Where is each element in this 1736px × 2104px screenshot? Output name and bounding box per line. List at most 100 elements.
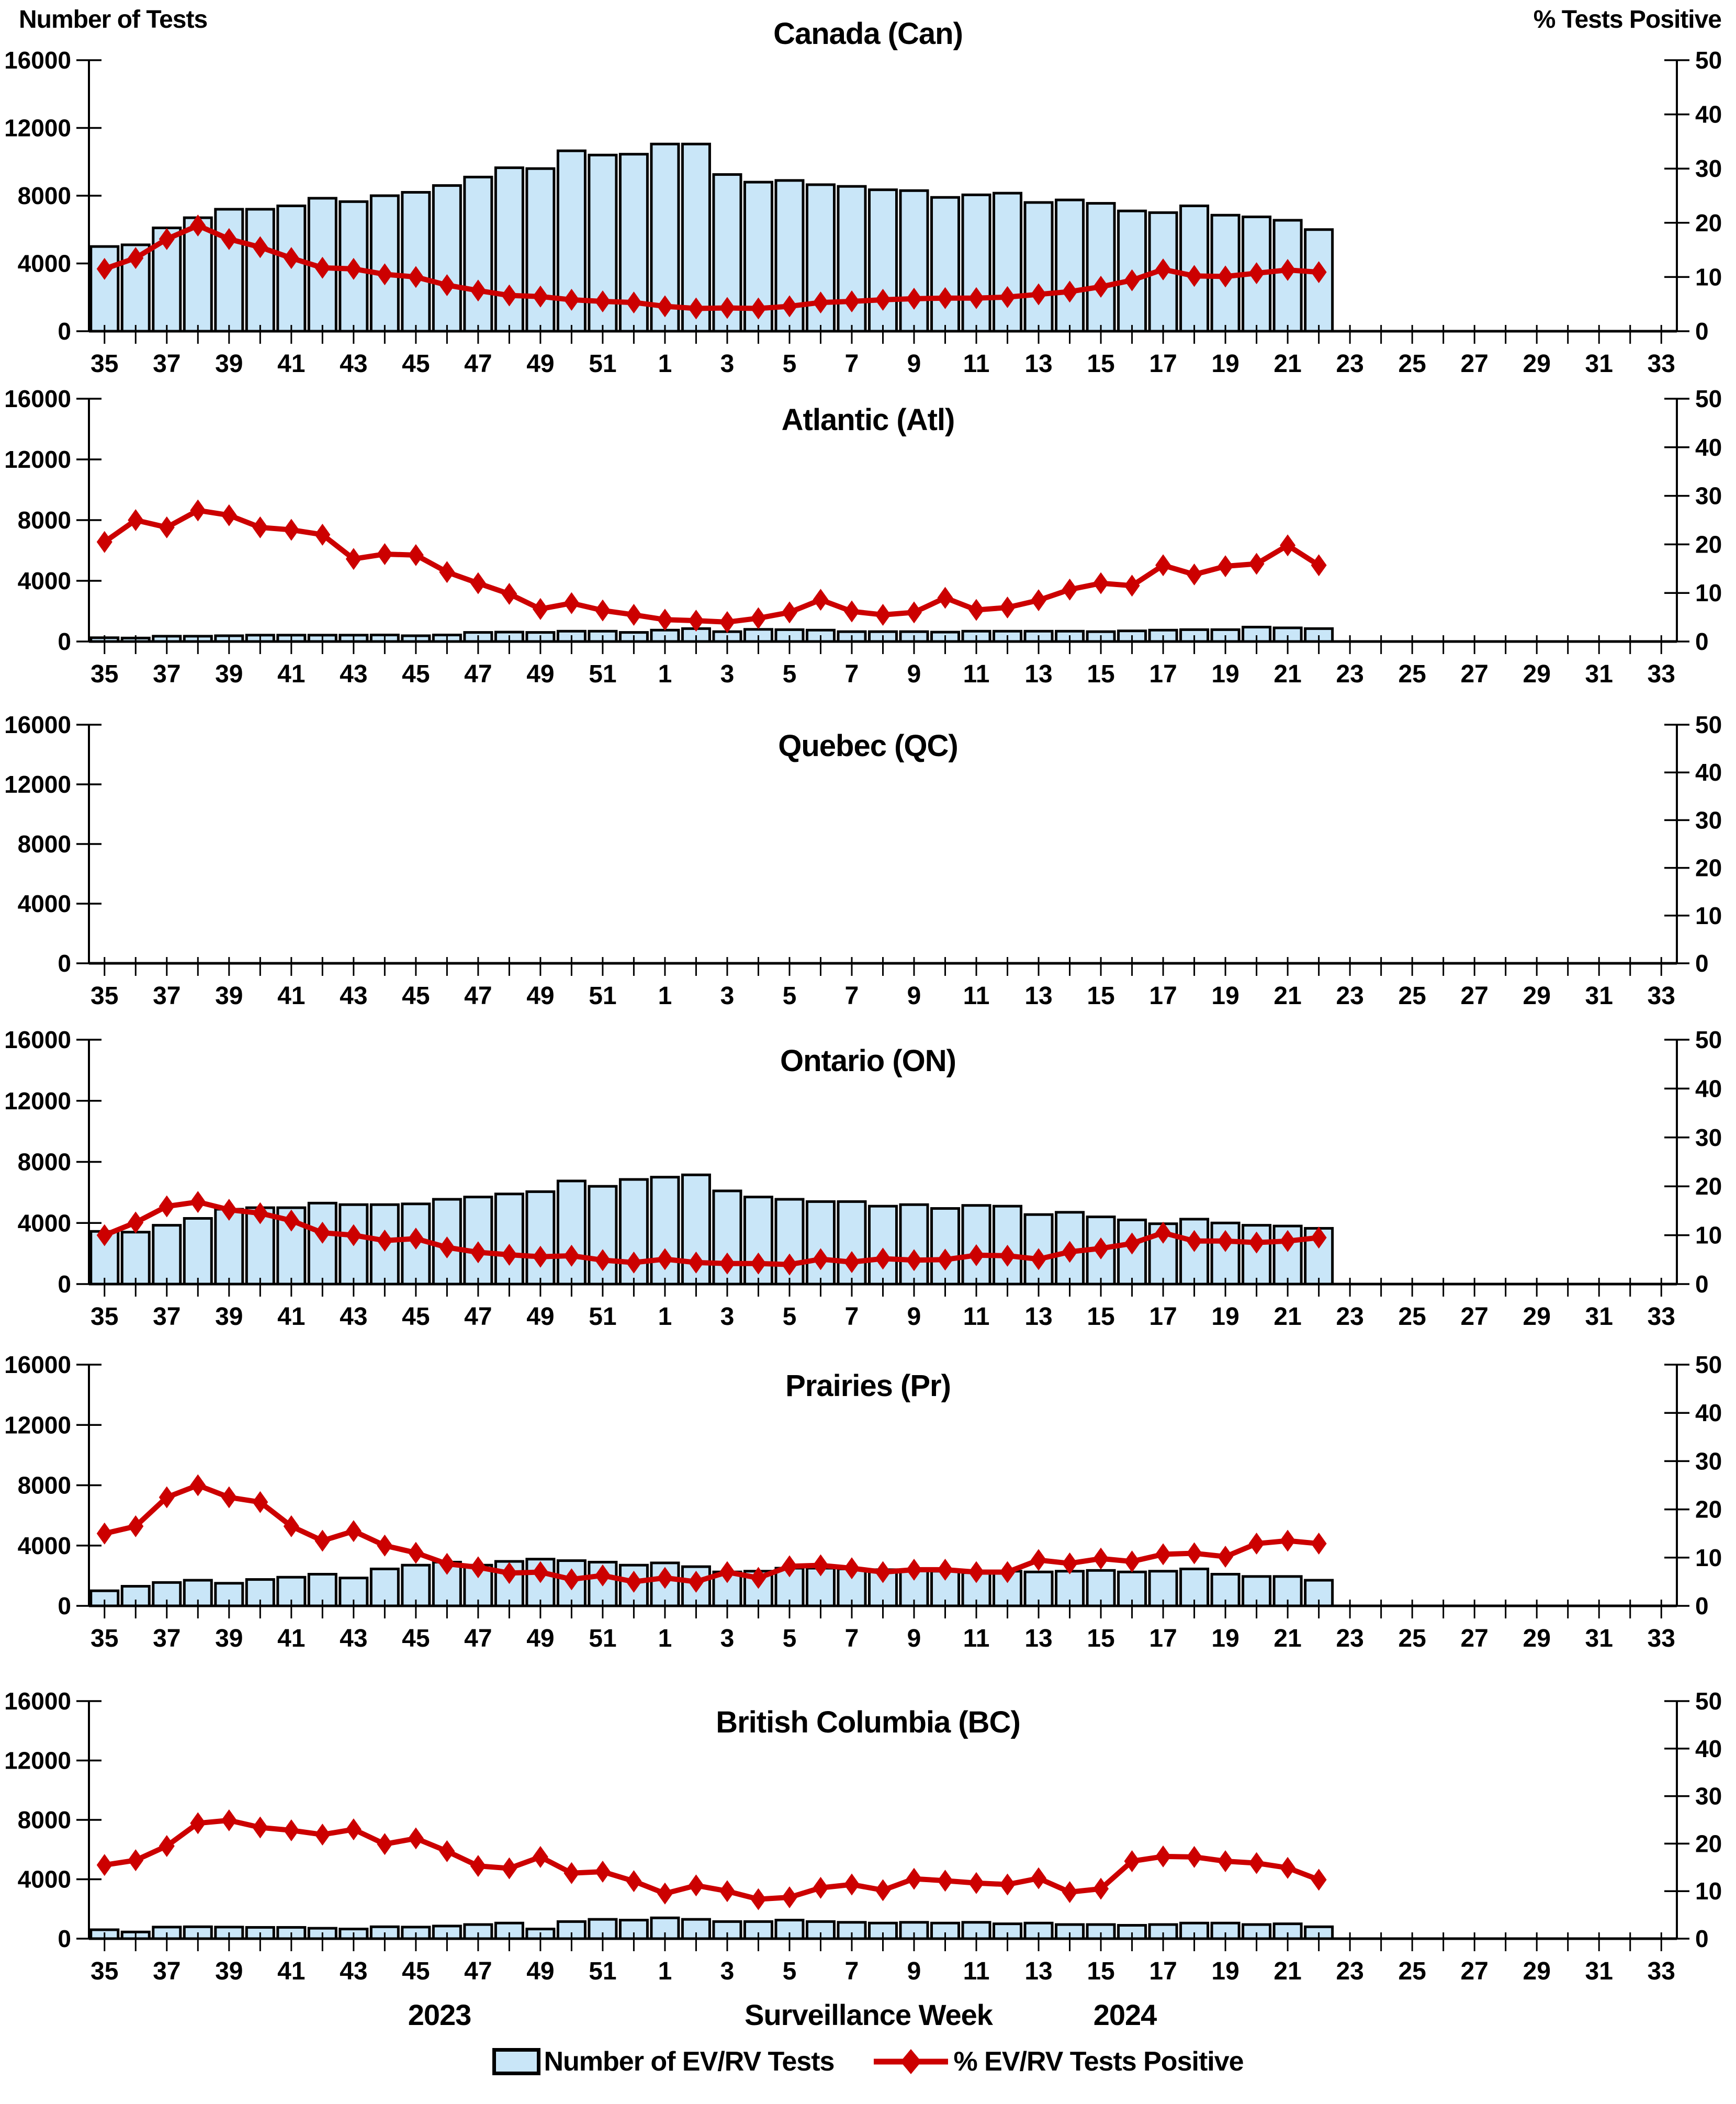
x-week-label: 39 [215,1625,243,1652]
pct-positive-marker [750,1252,766,1275]
pct-positive-marker [128,1211,144,1234]
pct-positive-marker [1093,1877,1109,1900]
pct-positive-marker [470,1855,486,1877]
x-week-label: 33 [1648,1957,1675,1985]
x-week-label: 7 [845,1303,859,1331]
x-week-label: 39 [215,660,243,688]
y-left-tick-label: 12000 [4,115,71,142]
pct-positive-marker [283,1819,299,1841]
panel-title-prairies: Prairies (Pr) [785,1369,951,1403]
pct-positive-marker [1186,1230,1202,1252]
y-right-tick-label: 50 [1695,711,1722,738]
pct-positive-marker [781,295,797,318]
y-right-tick-label: 40 [1695,759,1722,786]
pct-positive-marker [532,285,548,308]
x-week-label: 13 [1024,982,1052,1010]
pct-positive-marker [968,1872,985,1894]
pct-positive-marker [563,1244,580,1267]
pct-positive-marker [750,1567,766,1589]
y-right-tick-label: 30 [1695,1783,1722,1810]
x-week-label: 37 [153,350,181,378]
pct-positive-marker [594,1249,611,1272]
x-week-label: 19 [1211,1625,1239,1652]
pct-positive-marker [594,599,611,622]
pct-positive-marker [719,1880,735,1903]
pct-positive-marker [688,1874,704,1897]
y-left-tick-label: 12000 [4,446,71,473]
legend: Number of EV/RV Tests % EV/RV Tests Posi… [0,2045,1736,2078]
y-left-tick-label: 16000 [4,47,71,74]
legend-tests-label: Number of EV/RV Tests [544,2046,835,2077]
pct-positive-marker [1155,1845,1171,1867]
x-week-label: 3 [720,1957,735,1985]
x-week-label: 39 [215,982,243,1010]
x-week-label: 5 [783,660,797,688]
pct-positive-marker [875,603,891,626]
pct-positive-marker [875,1879,891,1902]
x-week-label: 27 [1460,660,1488,688]
x-week-label: 23 [1336,350,1363,378]
pct-positive-marker [190,214,206,237]
pct-positive-line [104,1482,1320,1584]
pct-positive-line [104,1817,1320,1902]
tests-bar [556,1179,587,1286]
x-week-label: 37 [153,660,181,688]
pct-positive-marker [657,1882,673,1905]
x-week-label: 31 [1585,1303,1613,1331]
pct-positive-marker [1218,555,1234,578]
pct-positive-marker [1093,1237,1109,1259]
pct-positive-marker [128,247,144,269]
pct-positive-marker [221,504,237,526]
pct-positive-marker [439,1840,455,1862]
x-week-label: 35 [91,350,118,378]
pct-positive-marker [1124,1550,1140,1573]
pct-positive-marker [345,548,362,570]
y-left-tick-label: 4000 [18,1866,71,1893]
pct-positive-marker [906,601,922,624]
pct-positive-marker [1124,1232,1140,1255]
pct-line-swatch [874,2049,949,2074]
tests-bar [120,1231,151,1286]
x-week-label: 39 [215,1303,243,1331]
x-week-label: 45 [402,982,430,1010]
y-left-tick-label: 8000 [18,507,71,534]
x-week-label: 29 [1523,1957,1551,1985]
pct-positive-marker [221,1809,237,1831]
pct-positive-marker [408,1542,424,1564]
x-week-label: 21 [1273,350,1301,378]
x-week-label: 41 [277,982,305,1010]
pct-positive-marker [563,288,580,311]
pct-positive-marker [843,1873,860,1896]
x-week-label: 7 [845,1625,859,1652]
pct-positive-marker [159,228,175,250]
panel-title-british-columbia: British Columbia (BC) [716,1705,1021,1739]
pct-positive-marker [1124,269,1140,291]
pct-positive-marker [314,1824,331,1846]
pct-positive-marker [750,297,766,320]
x-week-label: 27 [1460,1303,1488,1331]
x-week-label: 27 [1460,1957,1488,1985]
x-week-label: 13 [1024,1625,1052,1652]
pct-positive-marker [252,516,268,538]
y-right-tick-label: 0 [1695,1592,1709,1619]
pct-positive-marker [594,290,611,313]
y-right-tick-label: 40 [1695,1399,1722,1426]
y-left-tick-label: 0 [58,318,71,345]
x-week-label: 29 [1523,982,1551,1010]
pct-positive-marker [190,499,206,522]
pct-positive-marker [1280,1857,1296,1879]
y-right-tick-label: 0 [1695,950,1709,977]
x-week-label: 33 [1648,1303,1675,1331]
x-week-label: 1 [658,1303,672,1331]
legend-item-pct: % EV/RV Tests Positive [872,2045,1244,2078]
pct-positive-marker [501,1857,517,1880]
pct-positive-marker [470,1556,486,1579]
x-week-label: 25 [1398,1303,1426,1331]
x-week-label: 23 [1336,1303,1363,1331]
pct-positive-marker [159,1486,175,1509]
pct-positive-marker [657,1567,673,1589]
x-week-label: 21 [1273,660,1301,688]
x-week-label: 23 [1336,660,1363,688]
